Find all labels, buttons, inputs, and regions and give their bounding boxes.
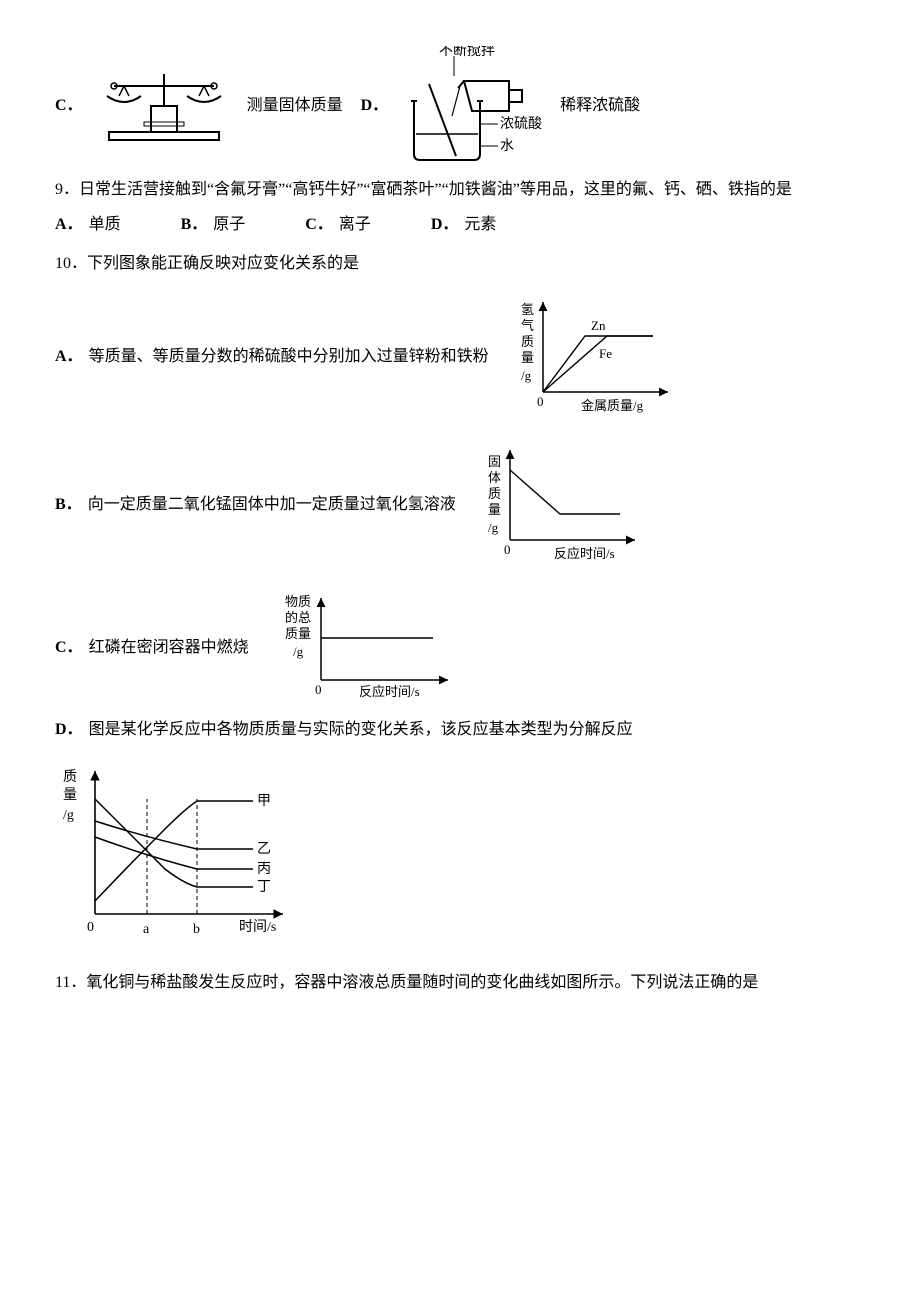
q10-c-label: C． xyxy=(55,634,83,663)
q9-b-label: B． xyxy=(181,211,208,240)
svg-text:Zn: Zn xyxy=(591,318,606,333)
svg-text:0: 0 xyxy=(537,394,544,409)
q10-num: 10． xyxy=(55,255,87,272)
q9-b: 原子 xyxy=(213,211,245,240)
q9-options: A．单质 B．原子 C．离子 D．元素 xyxy=(55,211,865,240)
dilute-acid-figure: 不断搅拌 浓硫酸 水 xyxy=(394,46,554,166)
svg-text:丁: 丁 xyxy=(257,880,271,895)
svg-text:质: 质 xyxy=(521,334,534,349)
svg-text:固: 固 xyxy=(488,454,501,469)
q11-text: 氧化铜与稀盐酸发生反应时，容器中溶液总质量随时间的变化曲线如图所示。下列说法正确… xyxy=(86,974,758,991)
q10-a-label: A． xyxy=(55,343,83,372)
svg-text:物质: 物质 xyxy=(285,594,311,609)
svg-text:量: 量 xyxy=(521,350,534,365)
annot-water: 水 xyxy=(500,138,514,154)
svg-text:/g: /g xyxy=(63,808,74,823)
option-d-text: 稀释浓硫酸 xyxy=(560,92,640,121)
balance-scale-figure xyxy=(89,66,239,146)
q10-a-row: A． 等质量、等质量分数的稀硫酸中分别加入过量锌粉和铁粉 氢 气 质 量 /g … xyxy=(55,292,865,422)
q9-c: 离子 xyxy=(339,211,371,240)
annot-h2so4: 浓硫酸 xyxy=(500,116,542,132)
svg-text:/g: /g xyxy=(488,520,499,535)
svg-text:氢: 氢 xyxy=(521,302,534,317)
svg-text:/g: /g xyxy=(521,368,532,383)
svg-text:0: 0 xyxy=(504,542,511,557)
q10-chart-d: 质 量 /g 0 a b 时间/s 甲 乙 丙 丁 xyxy=(55,759,305,949)
q9-d-label: D． xyxy=(431,211,459,240)
svg-text:a: a xyxy=(143,922,150,937)
svg-text:质量: 质量 xyxy=(285,626,311,641)
svg-text:量: 量 xyxy=(63,787,77,803)
q10-chart-c: 物质 的总 质量 /g 0 反应时间/s xyxy=(263,588,463,708)
q10-c-row: C． 红磷在密闭容器中燃烧 物质 的总 质量 /g 0 反应时间/s xyxy=(55,588,865,708)
annot-stir: 不断搅拌 xyxy=(439,46,495,59)
q10-b-text: 向一定质量二氧化锰固体中加一定质量过氧化氢溶液 xyxy=(88,491,456,520)
svg-text:乙: 乙 xyxy=(257,841,271,857)
svg-text:的总: 的总 xyxy=(285,610,311,625)
q10-stem: 10．下列图象能正确反映对应变化关系的是 xyxy=(55,250,865,279)
q10-a-text: 等质量、等质量分数的稀硫酸中分别加入过量锌粉和铁粉 xyxy=(89,343,489,372)
svg-text:时间/s: 时间/s xyxy=(239,919,276,935)
q11-num: 11． xyxy=(55,974,86,991)
options-cd-row: C． 测量固体质量 D． xyxy=(55,46,865,166)
q11-stem: 11．氧化铜与稀盐酸发生反应时，容器中溶液总质量随时间的变化曲线如图所示。下列说… xyxy=(55,969,865,998)
q10-d-row: D． 图是某化学反应中各物质质量与实际的变化关系，该反应基本类型为分解反应 xyxy=(55,716,865,745)
option-c-text: 测量固体质量 xyxy=(247,92,343,121)
q10-d-label: D． xyxy=(55,721,83,738)
svg-text:质: 质 xyxy=(488,486,501,501)
svg-text:丙: 丙 xyxy=(257,862,271,877)
q10-b-label: B． xyxy=(55,491,82,520)
svg-text:0: 0 xyxy=(87,920,94,935)
svg-text:金属质量/g: 金属质量/g xyxy=(581,398,644,413)
svg-text:量: 量 xyxy=(488,502,501,517)
svg-text:反应时间/s: 反应时间/s xyxy=(359,684,420,699)
q10-c-text: 红磷在密闭容器中燃烧 xyxy=(89,634,249,663)
q9-text: 日常生活营接触到“含氟牙膏”“高钙牛好”“富硒茶叶”“加铁酱油”等用品，这里的氟… xyxy=(79,181,792,198)
q9-stem: 9．日常生活营接触到“含氟牙膏”“高钙牛好”“富硒茶叶”“加铁酱油”等用品，这里… xyxy=(55,176,865,205)
q10-text: 下列图象能正确反映对应变化关系的是 xyxy=(87,255,359,272)
svg-text:气: 气 xyxy=(521,318,534,333)
q10-chart-b: 固 体 质 量 /g 0 反应时间/s xyxy=(470,440,650,570)
svg-text:/g: /g xyxy=(293,644,304,659)
svg-text:0: 0 xyxy=(315,682,322,697)
q9-c-label: C． xyxy=(305,211,333,240)
option-d-label: D． xyxy=(361,92,389,121)
q9-d: 元素 xyxy=(464,211,496,240)
q9-num: 9． xyxy=(55,181,79,198)
q10-chart-a: 氢 气 质 量 /g 0 金属质量/g Zn Fe xyxy=(503,292,683,422)
svg-text:b: b xyxy=(193,922,200,937)
q10-b-row: B． 向一定质量二氧化锰固体中加一定质量过氧化氢溶液 固 体 质 量 /g 0 … xyxy=(55,440,865,570)
option-c-label: C． xyxy=(55,92,83,121)
q10-d-text: 图是某化学反应中各物质质量与实际的变化关系，该反应基本类型为分解反应 xyxy=(89,721,633,738)
q9-a-label: A． xyxy=(55,211,83,240)
svg-text:质: 质 xyxy=(63,769,77,785)
svg-text:Fe: Fe xyxy=(599,346,612,361)
svg-text:体: 体 xyxy=(488,470,501,485)
q9-a: 单质 xyxy=(89,211,121,240)
svg-text:反应时间/s: 反应时间/s xyxy=(554,546,615,561)
svg-text:甲: 甲 xyxy=(257,794,271,809)
